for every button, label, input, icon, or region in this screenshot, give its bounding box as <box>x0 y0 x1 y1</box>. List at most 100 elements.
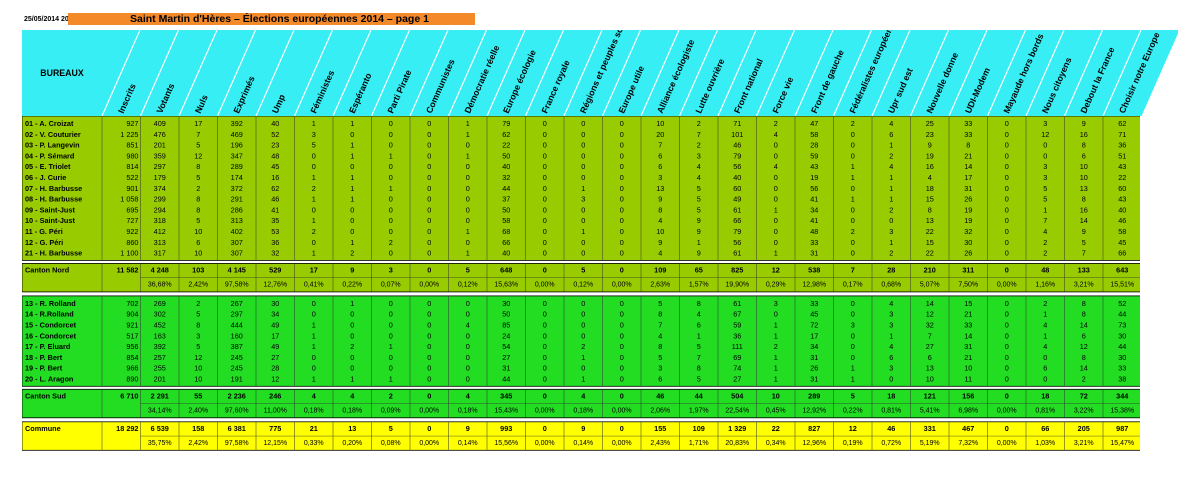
table-cell: 0 <box>774 141 778 150</box>
total-cell: 46 <box>656 391 664 400</box>
total-cell: 311 <box>962 265 974 274</box>
table-cell: 26 <box>964 249 972 258</box>
table-cell: 0 <box>543 331 547 340</box>
table-cell: 53 <box>271 227 279 236</box>
table-cell: 1 <box>312 342 316 351</box>
table-cell: 50 <box>502 151 510 160</box>
table-cell: 0 <box>466 238 470 247</box>
table-cell: 2 <box>350 249 354 258</box>
total-cell: 467 <box>962 424 974 433</box>
header-divider <box>601 30 642 116</box>
header-divider <box>332 30 372 116</box>
table-cell: 160 <box>231 331 243 340</box>
total-cell: 0 <box>427 265 431 274</box>
table-cell: 73 <box>1118 321 1126 330</box>
table-cell: 31 <box>810 375 818 384</box>
table-cell: 245 <box>231 364 243 373</box>
table-cell: 44 <box>1118 342 1126 351</box>
total-cell: 0 <box>1005 424 1009 433</box>
table-cell: 10 <box>194 227 202 236</box>
table-cell: 71 <box>733 119 741 128</box>
percent-cell: 0,12% <box>573 281 593 288</box>
header-divider <box>640 30 680 116</box>
table-cell: 2 <box>581 342 585 351</box>
table-cell: 31 <box>964 184 972 193</box>
table-cell: 1 <box>389 342 393 351</box>
table-cell: 0 <box>389 321 393 330</box>
table-cell: 3 <box>1043 162 1047 171</box>
table-cell: 2 <box>1082 375 1086 384</box>
percent-cell: 0,41% <box>304 281 324 288</box>
table-cell: 14 <box>964 331 972 340</box>
table-cell: 0 <box>466 184 470 193</box>
table-cell: 22 <box>502 141 510 150</box>
table-cell: 34 <box>810 205 818 214</box>
total-cell: 18 292 <box>116 424 138 433</box>
table-cell: 0 <box>543 173 547 182</box>
total-cell: 0 <box>620 265 624 274</box>
table-cell: 1 <box>466 119 470 128</box>
table-cell: 7 <box>928 331 932 340</box>
table-cell: 0 <box>620 119 624 128</box>
table-cell: 0 <box>350 321 354 330</box>
table-cell: 9 <box>697 249 701 258</box>
table-cell: 10 <box>194 249 202 258</box>
percent-cell: 1,16% <box>1035 281 1055 288</box>
table-cell: 2 <box>312 184 316 193</box>
total-cell: 18 <box>887 391 895 400</box>
table-cell: 1 <box>350 173 354 182</box>
table-cell: 0 <box>350 310 354 319</box>
percent-cell: 2,63% <box>650 281 670 288</box>
table-cell: 51 <box>1118 151 1126 160</box>
table-cell: 14 <box>926 299 934 308</box>
table-cell: 814 <box>126 162 138 171</box>
percent-cell: 3,21% <box>1074 281 1094 288</box>
table-cell: 1 <box>1043 205 1047 214</box>
table-cell: 0 <box>389 205 393 214</box>
table-cell: 8 <box>196 162 200 171</box>
total-cell: 6 710 <box>120 391 138 400</box>
total-cell: 65 <box>695 265 703 274</box>
table-cell: 5 <box>697 375 701 384</box>
total-cell: 827 <box>808 424 820 433</box>
total-cell: 13 <box>348 424 356 433</box>
table-cell: 0 <box>350 205 354 214</box>
table-cell: 4 <box>697 173 701 182</box>
table-cell: 0 <box>427 321 431 330</box>
table-cell: 0 <box>581 173 585 182</box>
table-cell: 0 <box>851 141 855 150</box>
table-cell: 12 <box>271 375 279 384</box>
table-cell: 1 <box>350 195 354 204</box>
table-cell: 0 <box>581 238 585 247</box>
total-cell: 205 <box>1078 424 1090 433</box>
table-cell: 14 <box>964 162 972 171</box>
percent-cell: 0,00% <box>419 440 439 447</box>
percent-cell: 0,72% <box>881 440 901 447</box>
percent-cell: 1,97% <box>689 407 709 414</box>
table-cell: 4 <box>1043 227 1047 236</box>
percent-cell: 12,96% <box>802 440 826 447</box>
table-cell: 59 <box>733 321 741 330</box>
table-cell: 30 <box>271 299 279 308</box>
header-divider <box>524 30 565 116</box>
percent-cell: 0,22% <box>342 281 362 288</box>
table-cell: 0 <box>620 141 624 150</box>
table-cell: 0 <box>774 173 778 182</box>
table-cell: 58 <box>1118 227 1126 236</box>
table-cell: 0 <box>581 249 585 258</box>
table-cell: 85 <box>502 321 510 330</box>
total-cell: 109 <box>693 424 705 433</box>
table-cell: 35 <box>271 216 279 225</box>
percent-cell: 2,43% <box>650 440 670 447</box>
table-cell: 0 <box>851 205 855 214</box>
table-cell: 21 <box>964 151 972 160</box>
table-cell: 33 <box>964 321 972 330</box>
row-label: 03 - P. Langevin <box>25 141 80 150</box>
table-cell: 31 <box>810 353 818 362</box>
table-cell: 5 <box>658 299 662 308</box>
total-cell: 9 <box>581 424 585 433</box>
percent-cell: 12,76% <box>263 281 287 288</box>
table-cell: 111 <box>732 342 743 351</box>
table-cell: 28 <box>810 141 818 150</box>
row-label: 18 - P. Bert <box>25 353 63 362</box>
